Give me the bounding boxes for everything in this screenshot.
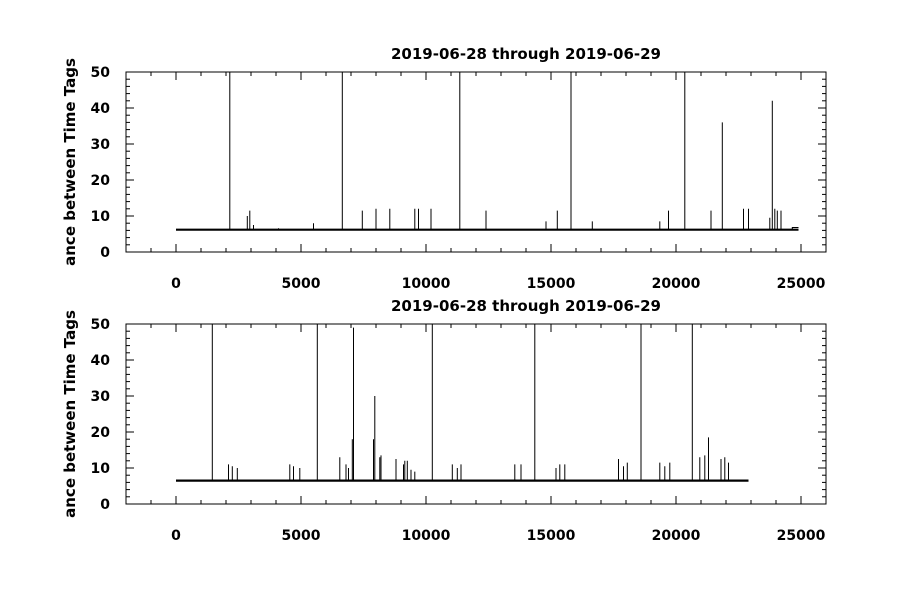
x-tick-label: 5000 (282, 528, 321, 544)
y-tick-label: 40 (91, 101, 111, 117)
y-tick-label: 0 (100, 245, 110, 261)
chart-panel-bottom: 2019-06-28 through 2019-06-29 ance betwee… (61, 297, 827, 544)
y-tick-label: 30 (91, 389, 111, 405)
series-line (176, 72, 799, 231)
y-axis-label: ance between Time Tags (61, 58, 79, 266)
x-tick-label: 20000 (652, 528, 701, 544)
chart-title: 2019-06-28 through 2019-06-29 (391, 297, 661, 315)
y-tick-label: 30 (91, 137, 111, 153)
x-tick-label: 15000 (527, 528, 576, 544)
chart-panel-top: 2019-06-28 through 2019-06-29 ance betwee… (61, 45, 827, 292)
y-tick-label: 20 (91, 425, 111, 441)
x-tick-label: 10000 (402, 528, 451, 544)
x-tick-label: 0 (171, 276, 181, 292)
series-line (176, 324, 749, 482)
x-tick-label: 0 (171, 528, 181, 544)
y-tick-label: 20 (91, 173, 111, 189)
x-tick-label: 20000 (652, 276, 701, 292)
x-tick-label: 5000 (282, 276, 321, 292)
y-tick-label: 0 (100, 497, 110, 513)
y-axis-label: ance between Time Tags (61, 310, 79, 518)
x-tick-label: 15000 (527, 276, 576, 292)
x-tick-label: 25000 (777, 276, 826, 292)
chart-title: 2019-06-28 through 2019-06-29 (391, 45, 661, 63)
y-tick-label: 50 (91, 317, 111, 333)
plot-frame (125, 71, 827, 253)
y-tick-label: 10 (91, 461, 111, 477)
y-tick-label: 50 (91, 65, 111, 81)
y-tick-label: 40 (91, 353, 111, 369)
x-tick-label: 25000 (777, 528, 826, 544)
y-tick-label: 10 (91, 209, 111, 225)
x-tick-label: 10000 (402, 276, 451, 292)
